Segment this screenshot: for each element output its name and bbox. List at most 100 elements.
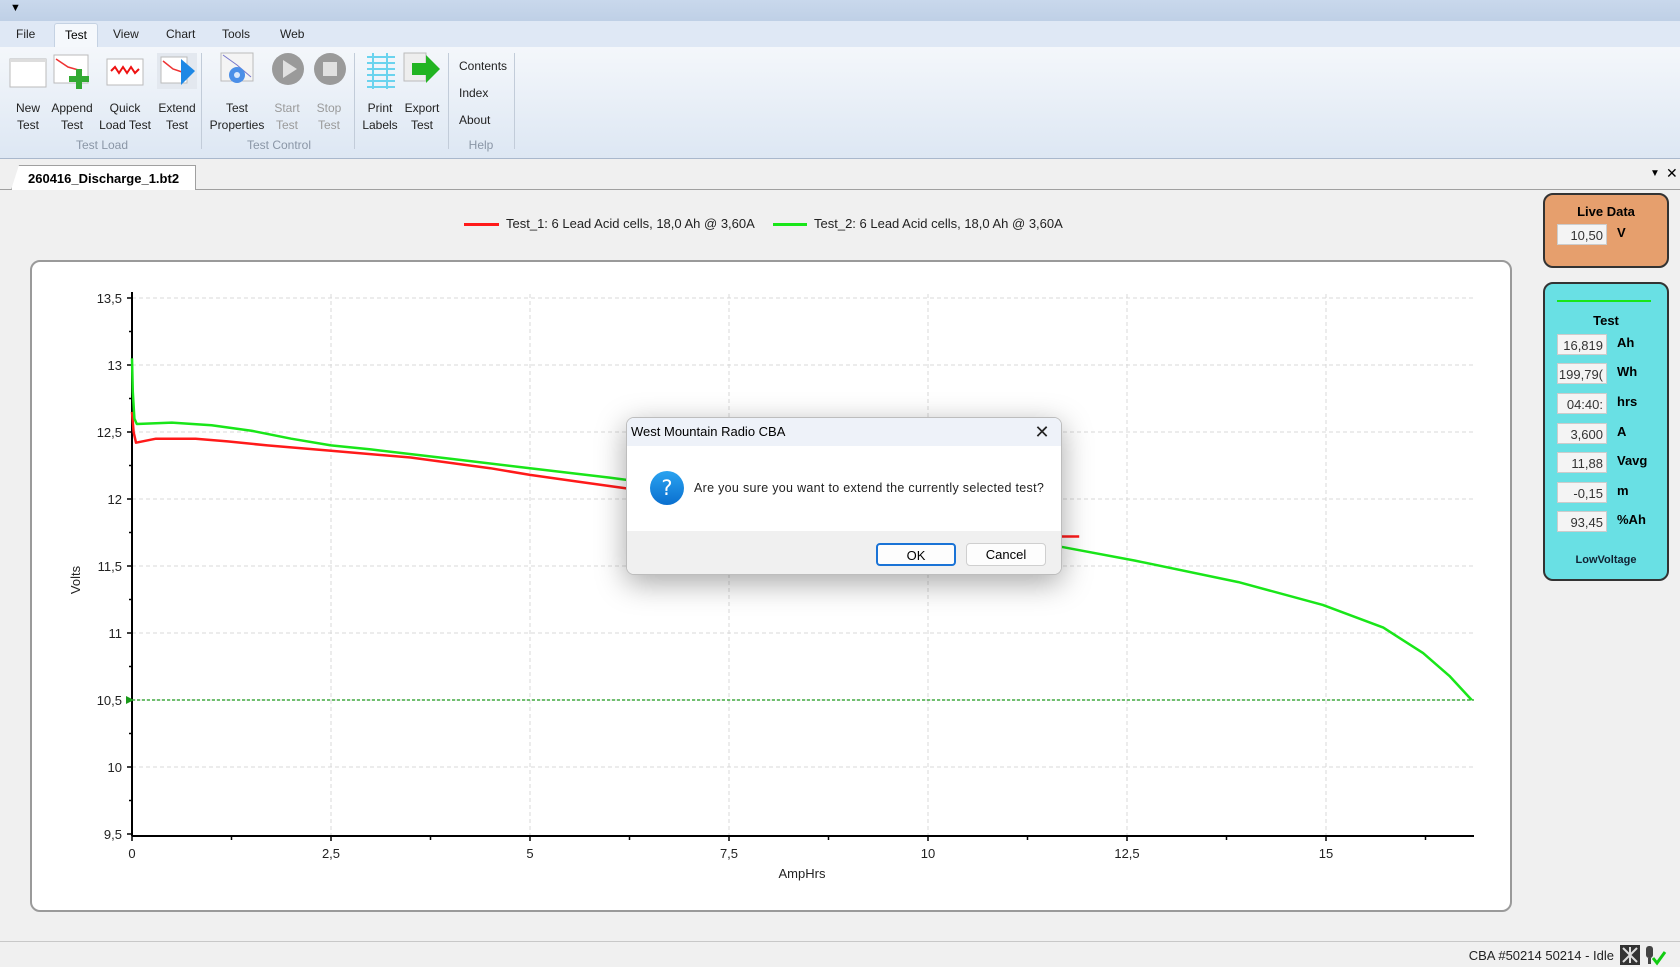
extend-test-label: Extend Test xyxy=(158,101,196,132)
ribbon-separator xyxy=(514,53,515,149)
device-status-text: CBA #50214 50214 - Idle xyxy=(1468,948,1614,963)
print-labels-icon xyxy=(367,53,395,89)
document-tab[interactable]: 260416_Discharge_1.bt2 xyxy=(11,165,196,190)
menu-test[interactable]: Test xyxy=(54,23,98,47)
x-axis-label: AmpHrs xyxy=(779,866,826,881)
print-labels-label: Print Labels xyxy=(362,101,398,132)
help-about-link[interactable]: About xyxy=(459,113,491,127)
group-label-test-control: Test Control xyxy=(246,138,312,152)
print-labels-button[interactable]: Print Labels xyxy=(361,51,399,134)
menu-file[interactable]: File xyxy=(16,27,36,41)
legend-label-test-2: Test_2: 6 Lead Acid cells, 18,0 Ah @ 3,6… xyxy=(814,216,1063,231)
hrs-value: 04:40: xyxy=(1557,393,1607,414)
live-data-title: Live Data xyxy=(1577,204,1635,219)
test-properties-label: Test Properties xyxy=(209,101,265,132)
append-test-icon xyxy=(53,54,89,89)
dialog-close-icon[interactable]: ✕ xyxy=(1034,422,1050,442)
test-panel-title: Test xyxy=(1593,313,1619,328)
quick-load-test-label: Quick Load Test xyxy=(99,101,151,132)
help-contents-link[interactable]: Contents xyxy=(459,59,508,73)
export-arrow-icon xyxy=(403,52,440,83)
export-test-button[interactable]: Export Test xyxy=(402,51,442,134)
export-test-label: Export Test xyxy=(404,101,440,132)
title-bar: ▼ xyxy=(0,0,1680,21)
menu-chart[interactable]: Chart xyxy=(166,27,196,41)
append-test-label: Append Test xyxy=(51,101,93,132)
ribbon-separator xyxy=(201,53,202,149)
x-tick-label: 5 xyxy=(526,846,533,861)
x-tick-label: 15 xyxy=(1319,846,1333,861)
status-bar: CBA #50214 50214 - Idle xyxy=(0,941,1680,967)
y-tick-label: 13,5 xyxy=(97,291,122,306)
y-tick-label: 10 xyxy=(108,760,122,775)
m-unit: m xyxy=(1617,483,1629,498)
quick-load-test-button[interactable]: Quick Load Test xyxy=(96,51,154,134)
quick-access-dropdown-icon[interactable]: ▼ xyxy=(10,2,21,14)
extend-test-button[interactable]: Extend Test xyxy=(156,51,198,134)
test-series-color-line xyxy=(1557,300,1651,302)
play-icon xyxy=(272,53,304,85)
y-tick-label: 9,5 xyxy=(104,827,122,842)
pct-ah-unit: %Ah xyxy=(1617,512,1646,527)
menu-tools[interactable]: Tools xyxy=(222,27,251,41)
series-line-test-2 xyxy=(130,358,1473,701)
vavg-unit: Vavg xyxy=(1617,453,1648,468)
y-tick-label: 11,5 xyxy=(98,559,122,574)
y-tick-label: 10,5 xyxy=(97,693,122,708)
start-test-button[interactable]: Start Test xyxy=(268,51,306,134)
vavg-value: 11,88 xyxy=(1557,452,1607,473)
ah-unit: Ah xyxy=(1617,335,1635,350)
stop-icon xyxy=(314,53,346,85)
y-tick-label: 12,5 xyxy=(97,425,122,440)
wh-unit: Wh xyxy=(1617,364,1638,379)
menu-web[interactable]: Web xyxy=(280,27,305,41)
chart-legend: Test_1: 6 Lead Acid cells, 18,0 Ah @ 3,6… xyxy=(0,214,1512,234)
amps-value: 3,600 xyxy=(1557,423,1607,444)
new-test-label: New Test xyxy=(15,101,40,132)
dialog-message: Are you sure you want to extend the curr… xyxy=(694,481,1045,495)
stop-test-button[interactable]: Stop Test xyxy=(310,51,348,134)
m-value: -0,15 xyxy=(1557,482,1607,503)
hrs-unit: hrs xyxy=(1617,394,1638,409)
ribbon-separator xyxy=(448,53,449,149)
y-tick-label: 12 xyxy=(108,492,122,507)
stop-test-label: Stop Test xyxy=(316,101,342,132)
y-tick-label: 11 xyxy=(109,626,123,641)
x-tick-label: 12,5 xyxy=(1114,846,1139,861)
group-label-test-load: Test Load xyxy=(75,138,129,152)
document-tab-strip: 260416_Discharge_1.bt2 ▼ ✕ xyxy=(0,159,1680,190)
menu-view[interactable]: View xyxy=(113,27,139,41)
cutoff-marker xyxy=(126,696,134,704)
test-summary-panel: Test 16,819 Ah 199,79( Wh 04:40: hrs 3,6… xyxy=(1543,282,1669,581)
x-tick-label: 2,5 xyxy=(322,846,340,861)
test-properties-button[interactable]: Test Properties xyxy=(207,51,267,134)
live-voltage-unit: V xyxy=(1617,225,1626,240)
ok-button[interactable]: OK xyxy=(876,543,956,566)
legend-swatch-test-1 xyxy=(464,223,499,226)
dialog-title: West Mountain Radio CBA xyxy=(627,418,1061,446)
ribbon: New Test Append Test Quick Load Test Extend… xyxy=(0,47,1680,159)
legend-label-test-1: Test_1: 6 Lead Acid cells, 18,0 Ah @ 3,6… xyxy=(506,216,755,231)
tab-list-dropdown-icon[interactable]: ▼ xyxy=(1650,168,1660,179)
close-tab-icon[interactable]: ✕ xyxy=(1666,165,1678,181)
help-index-link[interactable]: Index xyxy=(459,86,489,100)
start-test-label: Start Test xyxy=(274,101,300,132)
new-test-button[interactable]: New Test xyxy=(8,51,48,134)
device-ok-icon xyxy=(1646,946,1667,966)
live-voltage-value: 10,50 xyxy=(1557,224,1607,245)
x-tick-label: 7,5 xyxy=(720,846,738,861)
new-test-icon xyxy=(9,58,47,88)
test-properties-icon xyxy=(220,52,254,83)
x-tick-label: 10 xyxy=(921,846,935,861)
pct-ah-value: 93,45 xyxy=(1557,511,1607,532)
live-data-panel: Live Data 10,50 V xyxy=(1543,193,1669,268)
test-status-label: LowVoltage xyxy=(1575,554,1637,566)
y-tick-label: 13 xyxy=(108,358,122,373)
usb-connection-icon xyxy=(1620,945,1640,965)
confirm-extend-dialog: West Mountain Radio CBA ✕ ? Are you sure… xyxy=(626,417,1062,575)
cancel-button[interactable]: Cancel xyxy=(966,543,1046,566)
ribbon-separator xyxy=(354,53,355,149)
extend-test-icon xyxy=(157,53,197,89)
append-test-button[interactable]: Append Test xyxy=(50,51,94,134)
